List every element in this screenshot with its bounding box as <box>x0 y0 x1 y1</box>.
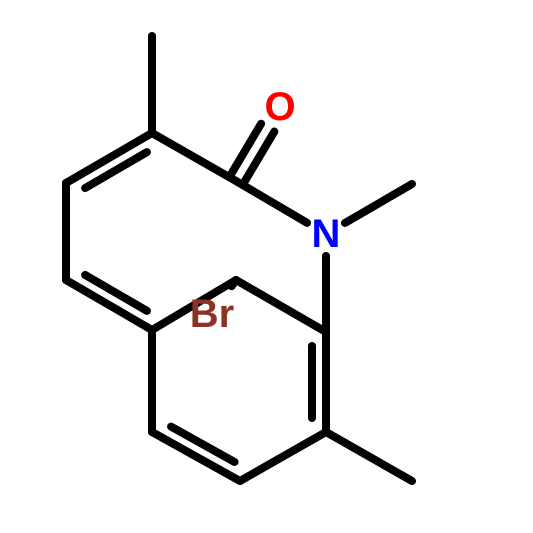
molecule-diagram: O N Br <box>0 0 533 533</box>
atom-label-n: N <box>312 212 341 256</box>
atom-label-o: O <box>264 85 295 129</box>
atom-label-br: Br <box>190 292 234 336</box>
